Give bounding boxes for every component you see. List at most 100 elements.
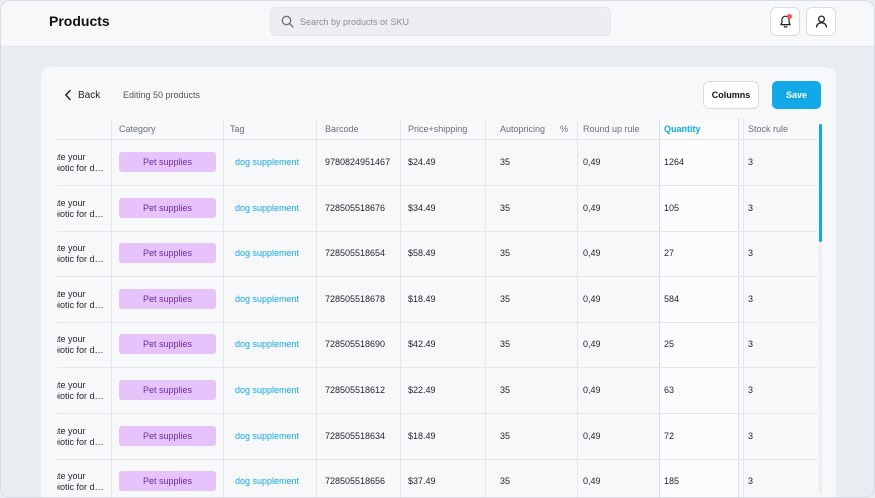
price-cell[interactable]: $18.49 — [408, 430, 436, 441]
category-badge[interactable]: Pet supplies — [119, 425, 216, 446]
search-input[interactable] — [300, 8, 600, 35]
tag-link[interactable]: dog supplement — [235, 339, 300, 350]
autopricing-cell[interactable]: 35 — [500, 339, 511, 350]
round-up-cell[interactable]: 0,49 — [583, 476, 601, 487]
scrollbar-track[interactable] — [819, 124, 822, 494]
column-header-quantity[interactable]: Quantity — [664, 124, 701, 134]
barcode-cell[interactable]: 728505518634 — [325, 430, 386, 441]
barcode-cell[interactable]: 728505518656 — [325, 476, 386, 487]
stock-rule-cell[interactable]: 3 — [748, 339, 754, 350]
tag-link[interactable]: dog supplement — [235, 202, 300, 213]
stock-rule-cell[interactable]: 3 — [748, 293, 754, 304]
price-cell[interactable]: $42.49 — [408, 339, 436, 350]
profile-button[interactable] — [806, 7, 836, 36]
column-header-tag[interactable]: Tag — [230, 124, 245, 134]
stock-rule-cell[interactable]: 3 — [748, 476, 754, 487]
stock-rule-cell[interactable]: 3 — [748, 430, 754, 441]
tag-link[interactable]: dog supplement — [235, 157, 300, 167]
quantity-cell[interactable]: 105 — [664, 202, 680, 213]
tag-link[interactable]: dog supplement — [235, 293, 300, 304]
autopricing-cell[interactable]: 35 — [500, 293, 511, 304]
quantity-cell[interactable]: 1264 — [664, 157, 685, 167]
autopricing-cell[interactable]: 35 — [500, 476, 511, 487]
category-badge[interactable]: Pet supplies — [119, 152, 216, 172]
header-divider — [57, 139, 817, 140]
barcode-cell[interactable]: 728505518678 — [325, 293, 386, 304]
stock-rule-cell[interactable]: 3 — [748, 202, 754, 213]
category-badge[interactable]: Pet supplies — [119, 243, 216, 264]
quantity-cell[interactable]: 72 — [664, 430, 675, 441]
stock-rule-cell[interactable]: 3 — [748, 385, 754, 395]
stock-rule-cell[interactable]: 3 — [748, 157, 754, 167]
column-header-barcode[interactable]: Barcode — [325, 124, 359, 134]
round-up-cell[interactable]: 0,49 — [583, 202, 601, 213]
autopricing-cell[interactable]: 35 — [500, 385, 511, 395]
barcode-cell[interactable]: 728505518612 — [325, 385, 386, 395]
price-cell[interactable]: $37.49 — [408, 476, 436, 487]
quantity-cell[interactable]: 27 — [664, 248, 675, 259]
category-badge[interactable]: Pet supplies — [119, 288, 216, 309]
barcode-cell[interactable]: 728505518690 — [325, 339, 386, 350]
column-header-stock-rule[interactable]: Stock rule — [748, 124, 789, 134]
columns-button[interactable]: Columns — [703, 81, 759, 109]
column-header-autopricing[interactable]: Autopricing — [500, 124, 546, 134]
search-box[interactable] — [270, 7, 611, 36]
price-cell[interactable]: $24.49 — [408, 157, 436, 167]
round-up-cell[interactable]: 0,49 — [583, 293, 601, 304]
price-cell[interactable]: $34.49 — [408, 202, 436, 213]
tag-link[interactable]: dog supplement — [235, 430, 300, 441]
quantity-cell[interactable]: 584 — [664, 293, 680, 304]
category-badge[interactable]: Pet supplies — [119, 380, 216, 400]
round-up-cell[interactable]: 0,49 — [583, 157, 601, 167]
tag-link[interactable]: dog supplement — [235, 385, 300, 395]
category-badge[interactable]: Pet supplies — [119, 197, 216, 218]
column-header-price[interactable]: Price+shipping — [408, 124, 468, 134]
price-cell[interactable]: $22.49 — [408, 385, 436, 395]
barcode-cell[interactable]: 728505518676 — [325, 202, 386, 213]
column-header-percent[interactable]: % — [560, 124, 569, 134]
round-up-cell[interactable]: 0,49 — [583, 430, 601, 441]
notifications-button[interactable] — [770, 7, 800, 36]
tag-link[interactable]: dog supplement — [235, 248, 300, 259]
stock-rule-cell[interactable]: 3 — [748, 248, 754, 259]
scrollbar-thumb[interactable] — [819, 124, 822, 242]
round-up-cell[interactable]: 0,49 — [583, 248, 601, 259]
save-button[interactable]: Save — [772, 81, 821, 109]
quantity-cell[interactable]: 185 — [664, 476, 680, 487]
barcode-cell[interactable]: 728505518654 — [325, 248, 386, 259]
category-badge[interactable]: Pet supplies — [119, 334, 216, 355]
quantity-cell[interactable]: 63 — [664, 385, 675, 395]
column-header-category[interactable]: Category — [119, 124, 156, 134]
autopricing-cell[interactable]: 35 — [500, 157, 511, 167]
autopricing-cell[interactable]: 35 — [500, 430, 511, 441]
autopricing-cell[interactable]: 35 — [500, 248, 511, 259]
barcode-cell[interactable]: 9780824951467 — [325, 157, 391, 167]
price-cell[interactable]: $18.49 — [408, 293, 436, 304]
autopricing-cell[interactable]: 35 — [500, 202, 511, 213]
category-badge[interactable]: Pet supplies — [119, 471, 216, 492]
column-divider — [577, 119, 578, 497]
column-header-round-up[interactable]: Round up rule — [583, 124, 640, 134]
round-up-cell[interactable]: 0,49 — [583, 385, 601, 395]
quantity-cell[interactable]: 25 — [664, 339, 675, 350]
tag-link[interactable]: dog supplement — [235, 476, 300, 487]
price-cell[interactable]: $58.49 — [408, 248, 436, 259]
round-up-cell[interactable]: 0,49 — [583, 339, 601, 350]
